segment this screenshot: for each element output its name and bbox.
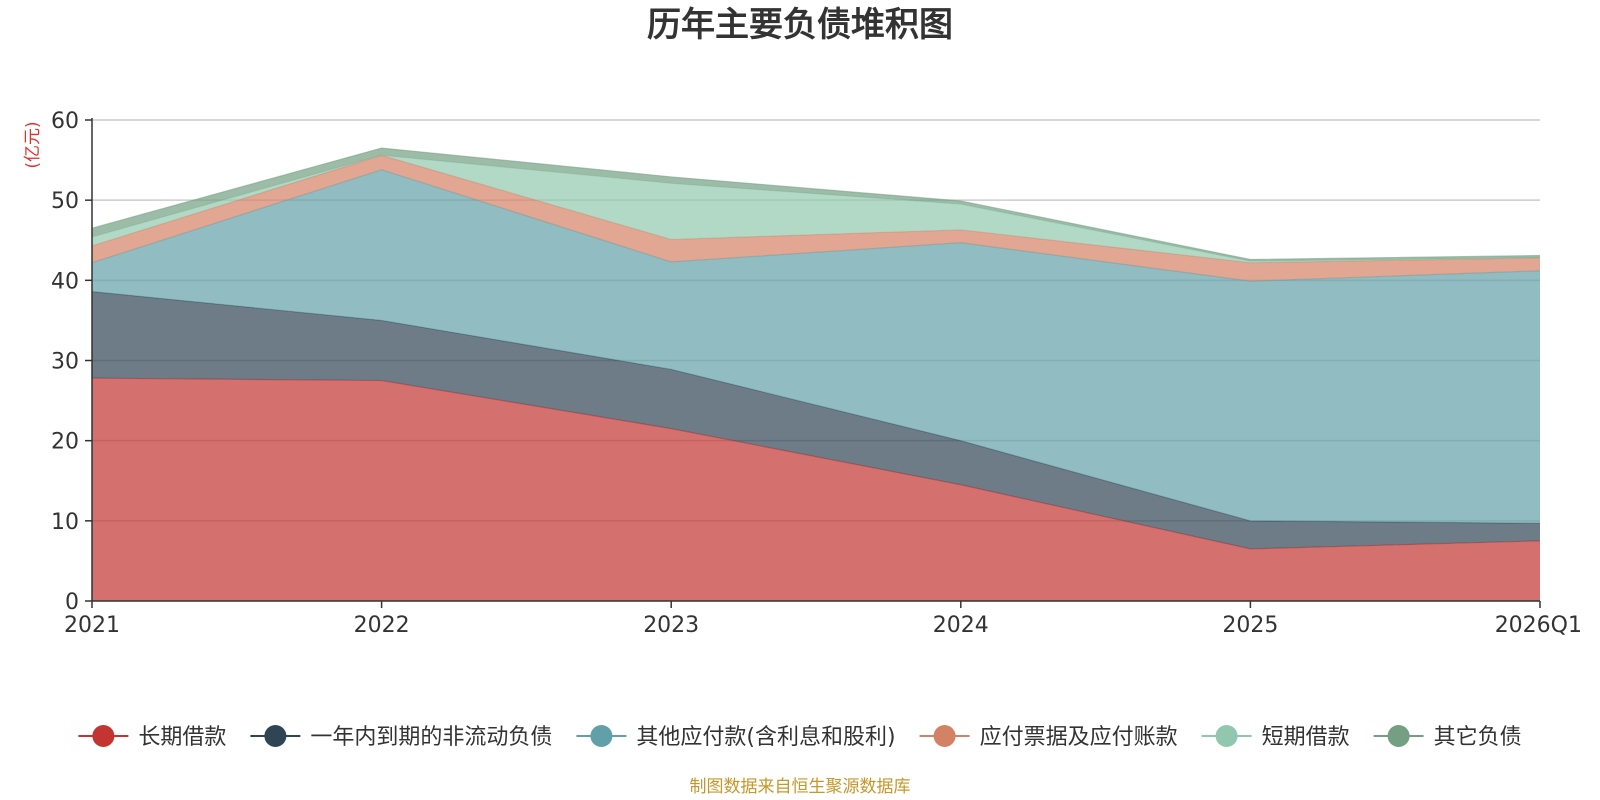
source-note: 制图数据来自恒生聚源数据库: [690, 777, 911, 797]
area-series-0: [92, 378, 1540, 601]
legend-item-1[interactable]: 一年内到期的非流动负债: [250, 725, 552, 750]
legend-label-2: 其他应付款(含利息和股利): [636, 725, 895, 750]
x-tick-label-2023: 2023: [643, 613, 699, 638]
legend-marker-0: [92, 725, 115, 747]
line-series-0: [91, 377, 1541, 550]
line-series-5: [91, 147, 1541, 261]
y-tick-label-50: 50: [51, 189, 79, 214]
legend: 长期借款 一年内到期的非流动负债 其他应付款(含利息和股利) 应付票据及应付账款 短期借…: [78, 725, 1522, 750]
area-series-2: [92, 169, 1540, 524]
legend-marker-1: [264, 725, 287, 747]
y-tick-label-20: 20: [51, 430, 79, 455]
series-areas: [91, 147, 1541, 601]
area-series-3: [92, 155, 1540, 282]
legend-item-4[interactable]: 短期借款: [1201, 725, 1350, 750]
legend-marker-2: [590, 725, 613, 747]
x-tick-label-2021: 2021: [64, 613, 120, 638]
x-tick-label-2025: 2025: [1222, 613, 1278, 638]
legend-item-0[interactable]: 长期借款: [78, 725, 226, 750]
area-series-4: [92, 155, 1540, 263]
y-tick-label-40: 40: [51, 269, 79, 294]
legend-item-5[interactable]: 其它负债: [1373, 725, 1522, 750]
legend-label-3: 应付票据及应付账款: [980, 725, 1178, 750]
y-tick-label-10: 10: [51, 510, 79, 535]
area-series-1: [92, 291, 1540, 549]
legend-item-2[interactable]: 其他应付款(含利息和股利): [576, 725, 896, 750]
y-axis-ticks: 0 10 20 30 40 50 60: [51, 109, 92, 615]
y-tick-label-30: 30: [51, 350, 79, 375]
legend-label-5: 其它负债: [1434, 725, 1522, 750]
legend-marker-5: [1387, 725, 1410, 747]
y-axis-unit: (亿元): [23, 121, 43, 168]
y-tick-label-60: 60: [51, 109, 79, 134]
x-tick-label-2024: 2024: [933, 613, 989, 638]
x-tick-label-2026Q1: 2026Q1: [1495, 613, 1582, 638]
legend-marker-4: [1215, 725, 1238, 747]
legend-item-3[interactable]: 应付票据及应付账款: [919, 725, 1178, 750]
legend-label-1: 一年内到期的非流动负债: [310, 725, 552, 750]
legend-marker-3: [933, 725, 956, 747]
x-axis-ticks: 2021 2022 2023 2024 2025 2026Q1: [64, 601, 1582, 638]
legend-label-4: 短期借款: [1262, 725, 1350, 750]
chart-title: 历年主要负债堆积图: [647, 5, 953, 45]
x-tick-label-2022: 2022: [354, 613, 410, 638]
legend-label-0: 长期借款: [138, 725, 226, 750]
y-tick-label-0: 0: [65, 590, 79, 615]
